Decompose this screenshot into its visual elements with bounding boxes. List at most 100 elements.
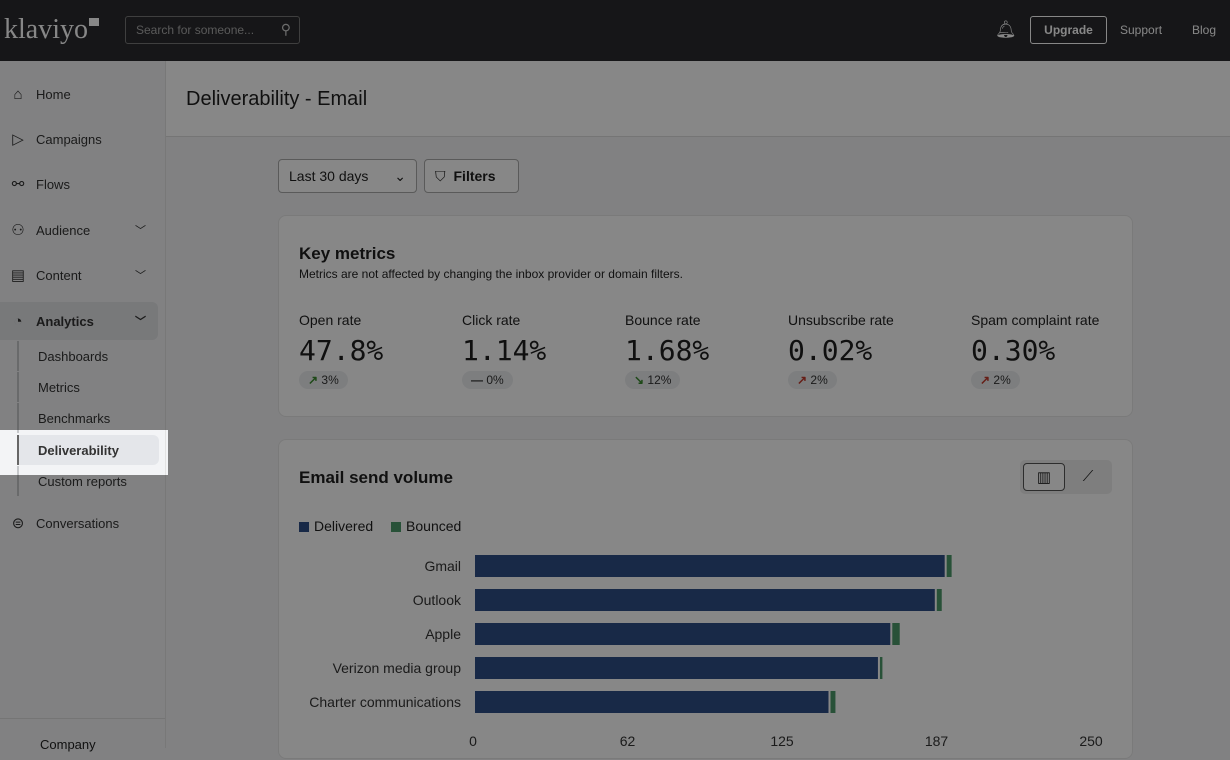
flag-icon	[89, 18, 99, 26]
bar-bounced[interactable]	[879, 657, 883, 679]
metric-value: 47.8%	[299, 334, 384, 367]
main-content: Deliverability - Email Last 30 days ⌄ ⛉ Fi…	[166, 61, 1230, 759]
x-tick-label: 187	[925, 733, 949, 749]
flows-icon: ⚯	[11, 176, 25, 193]
label: Flows	[36, 176, 70, 192]
chevron-down-icon: ﹀	[135, 225, 146, 237]
metric-label: Spam complaint rate	[971, 312, 1100, 328]
bell-icon[interactable]: 🔔︎	[995, 20, 1017, 39]
metric-1: Click rate 1.14% — 0%	[462, 312, 546, 389]
sidebar-item-content[interactable]: ▤ Content ﹀	[0, 256, 158, 294]
sidebar-item-conversations[interactable]: ⊜ Conversations	[0, 504, 158, 542]
line-chart-button[interactable]: ⟋	[1082, 468, 1094, 485]
bar-delivered[interactable]	[475, 555, 945, 577]
date-range-select[interactable]: Last 30 days ⌄	[278, 159, 417, 193]
bar-bounced[interactable]	[936, 589, 942, 611]
category-label: Verizon media group	[333, 660, 462, 676]
metric-0: Open rate 47.8% ↗ 3%	[299, 312, 383, 389]
category-label: Outlook	[413, 592, 462, 608]
metric-value: 0.02%	[788, 334, 873, 367]
page-title: Deliverability - Email	[166, 61, 1230, 137]
metric-value: 0.30%	[971, 334, 1056, 367]
bar-delivered[interactable]	[475, 691, 829, 713]
metric-change-badge: — 0%	[462, 371, 513, 389]
trend-up-icon: ↗	[308, 373, 319, 387]
trend-down-icon: ↘	[634, 373, 645, 387]
card-title: Key metrics	[299, 244, 396, 263]
upgrade-button[interactable]: Upgrade	[1030, 16, 1107, 44]
support-link[interactable]: Support	[1120, 23, 1163, 37]
sidebar-item-analytics[interactable]: ◔ Analytics ﹀	[0, 302, 158, 340]
key-metrics-card: Key metrics Metrics are not affected by …	[278, 215, 1133, 417]
filters-button[interactable]: ⛉ Filters	[424, 159, 519, 193]
bar-bounced[interactable]	[830, 691, 836, 713]
metric-label: Unsubscribe rate	[788, 312, 894, 328]
label: Home	[36, 86, 71, 102]
bar-delivered[interactable]	[475, 623, 891, 645]
metric-change-badge: ↗ 2%	[788, 371, 837, 389]
search-input[interactable]: Search for someone... ⚲	[125, 16, 300, 44]
metric-3: Unsubscribe rate 0.02% ↗ 2%	[788, 312, 894, 389]
send-icon: ▷	[12, 131, 24, 148]
card-title: Email send volume	[299, 468, 453, 487]
blog-link[interactable]: Blog	[1192, 23, 1217, 37]
legend-swatch-delivered	[299, 522, 309, 532]
chevron-down-icon: ⌄	[394, 167, 406, 184]
category-label: Apple	[425, 626, 461, 642]
company-label: Company	[40, 737, 96, 752]
metric-2: Bounce rate 1.68% ↘ 12%	[625, 312, 709, 389]
filter-icon: ⛉	[435, 167, 446, 184]
search-icon[interactable]: ⚲	[280, 21, 291, 37]
chat-icon: ⊜	[11, 515, 25, 532]
sidebar-sub-deliverability[interactable]: Deliverability	[17, 435, 159, 465]
chevron-up-icon: ﹀	[135, 316, 146, 328]
sidebar-sub-metrics[interactable]: Metrics	[17, 372, 159, 402]
sidebar-item-audience[interactable]: ⚇ Audience ﹀	[0, 211, 158, 249]
label: Analytics	[36, 313, 94, 329]
label: Audience	[36, 222, 91, 238]
legend: Delivered Bounced	[299, 518, 461, 534]
sidebar-item-home[interactable]: ⌂ Home	[0, 75, 158, 113]
content-icon: ▤	[10, 267, 26, 284]
metric-value: 1.14%	[462, 334, 547, 367]
metric-label: Bounce rate	[625, 312, 701, 328]
company-switcher[interactable]: Company	[0, 718, 165, 752]
x-tick-label: 0	[469, 733, 477, 749]
logo-text: klaviyo	[4, 14, 88, 45]
metric-change: 0%	[486, 373, 504, 387]
metric-change-badge: ↗ 2%	[971, 371, 1020, 389]
sidebar-item-campaigns[interactable]: ▷ Campaigns	[0, 120, 158, 158]
legend-swatch-bounced	[391, 522, 402, 532]
bar-bounced[interactable]	[946, 555, 952, 577]
metric-4: Spam complaint rate 0.30% ↗ 2%	[971, 312, 1099, 389]
x-tick-label: 125	[770, 733, 794, 749]
trend-up-icon: ↗	[797, 373, 808, 387]
label: Content	[36, 267, 82, 283]
metric-change: 2%	[993, 373, 1011, 387]
klaviyo-logo[interactable]: klaviyo	[4, 14, 99, 46]
sidebar-sub-dashboards[interactable]: Dashboards	[17, 341, 159, 371]
sidebar-item-flows[interactable]: ⚯ Flows	[0, 165, 158, 203]
sidebar: ⌂ Home ▷ Campaigns ⚯ Flows ⚇ Audience ﹀ ▤ Cont…	[0, 61, 166, 752]
legend-bounced: Bounced	[406, 518, 462, 534]
trend-flat-icon: —	[471, 373, 483, 387]
pie-chart-icon: ◔	[13, 312, 23, 330]
sidebar-sub-benchmarks[interactable]: Benchmarks	[17, 403, 159, 433]
filters-label: Filters	[453, 168, 496, 184]
metric-label: Open rate	[299, 312, 362, 328]
bar-chart-button[interactable]: ▥	[1023, 463, 1065, 491]
metric-change: 12%	[647, 373, 672, 387]
metric-change: 3%	[321, 373, 339, 387]
bar-delivered[interactable]	[475, 589, 935, 611]
x-tick-label: 62	[620, 733, 636, 749]
home-icon: ⌂	[13, 85, 23, 103]
x-tick-label: 250	[1079, 733, 1103, 749]
metric-label: Click rate	[462, 312, 521, 328]
metric-value: 1.68%	[625, 334, 710, 367]
bar-delivered[interactable]	[475, 657, 878, 679]
card-subtitle: Metrics are not affected by changing the…	[299, 267, 683, 281]
bar-bounced[interactable]	[892, 623, 900, 645]
sidebar-sub-custom-reports[interactable]: Custom reports	[17, 466, 159, 496]
metric-change-badge: ↗ 3%	[299, 371, 348, 389]
label: Conversations	[36, 515, 120, 531]
